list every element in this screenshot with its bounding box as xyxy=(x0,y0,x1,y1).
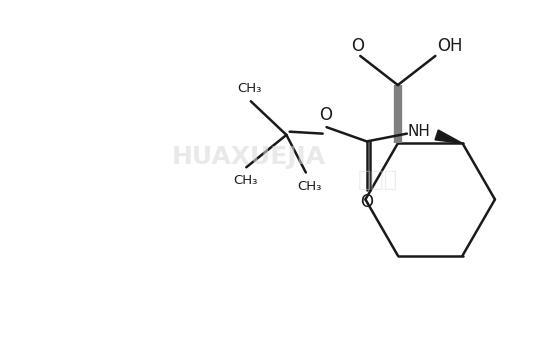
Text: HUAXUEJIA: HUAXUEJIA xyxy=(172,145,326,169)
Text: OH: OH xyxy=(437,37,463,55)
Text: CH₃: CH₃ xyxy=(297,180,321,193)
Text: O: O xyxy=(351,37,364,55)
Text: O: O xyxy=(319,107,332,125)
Text: NH: NH xyxy=(407,124,430,139)
Text: O: O xyxy=(360,193,373,211)
Text: CH₃: CH₃ xyxy=(237,82,262,95)
Text: CH₃: CH₃ xyxy=(233,174,257,187)
Polygon shape xyxy=(435,130,463,143)
Text: 化学加: 化学加 xyxy=(358,170,399,190)
